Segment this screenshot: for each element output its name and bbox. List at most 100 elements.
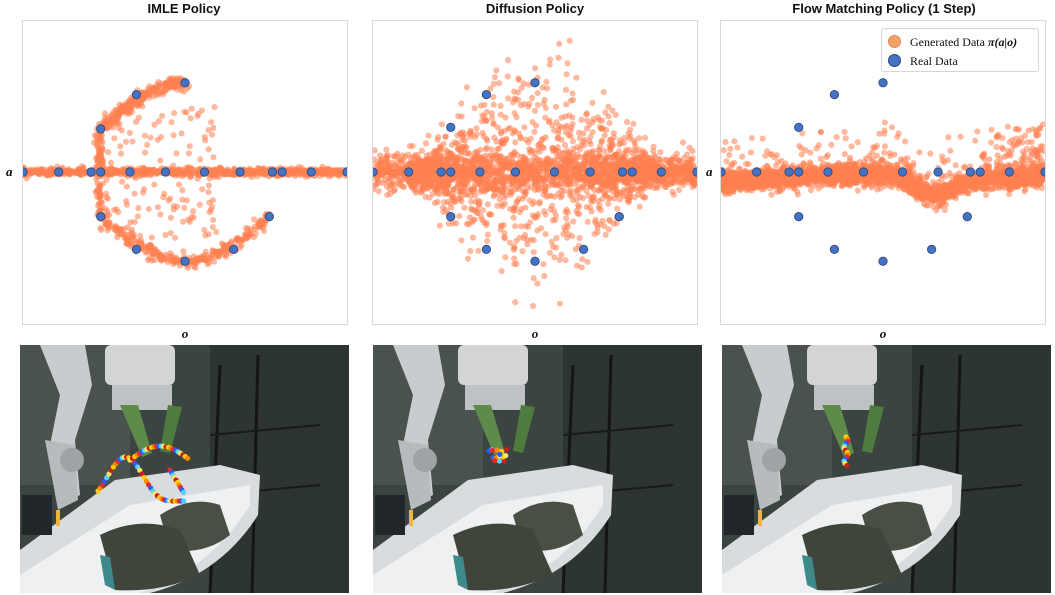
- generated-point: [639, 147, 647, 155]
- generated-point: [435, 133, 442, 141]
- generated-point: [336, 167, 344, 174]
- real-data-point: [131, 244, 142, 255]
- generated-point: [514, 89, 522, 96]
- generated-point: [445, 180, 452, 188]
- generated-point: [430, 149, 437, 156]
- generated-point: [205, 127, 212, 134]
- generated-point: [117, 150, 125, 157]
- generated-point: [211, 104, 218, 111]
- generated-point: [215, 253, 222, 260]
- generated-point: [541, 160, 548, 167]
- generated-point: [566, 189, 573, 196]
- generated-point: [139, 189, 147, 196]
- real-data-point: [614, 211, 624, 222]
- generated-point: [601, 132, 608, 139]
- generated-point: [484, 231, 491, 238]
- generated-point: [589, 129, 596, 136]
- generated-point: [512, 299, 519, 306]
- panel-title-flow: Flow Matching Policy (1 Step): [792, 1, 976, 16]
- generated-point: [562, 227, 569, 234]
- generated-point: [532, 65, 539, 72]
- generated-point: [483, 146, 490, 153]
- generated-point: [466, 214, 473, 221]
- generated-point: [498, 138, 505, 145]
- generated-point: [190, 214, 197, 221]
- generated-point: [493, 165, 501, 172]
- generated-point: [180, 248, 187, 255]
- generated-point: [504, 57, 512, 64]
- real-data-point: [692, 167, 697, 177]
- generated-point: [603, 127, 610, 134]
- generated-point: [488, 110, 495, 117]
- generated-point: [553, 244, 560, 251]
- generated-point: [208, 119, 215, 126]
- generated-point: [633, 186, 640, 194]
- generated-point: [625, 199, 632, 206]
- generated-point: [534, 280, 541, 287]
- generated-point: [567, 133, 574, 140]
- generated-point: [184, 264, 191, 272]
- generated-point: [576, 154, 583, 161]
- generated-point: [99, 145, 106, 152]
- generated-point: [550, 127, 558, 134]
- generated-point: [561, 177, 569, 185]
- generated-point: [600, 89, 607, 96]
- generated-point: [469, 234, 477, 241]
- generated-point: [104, 115, 111, 122]
- generated-point: [373, 156, 378, 163]
- generated-point: [546, 249, 553, 256]
- generated-point: [569, 233, 576, 240]
- generated-point: [491, 74, 498, 81]
- real-data-point: [277, 167, 287, 177]
- generated-point: [495, 145, 503, 152]
- generated-point: [504, 95, 512, 102]
- generated-point: [671, 163, 679, 170]
- generated-point: [91, 132, 98, 139]
- generated-point: [442, 133, 449, 140]
- generated-point: [584, 258, 591, 265]
- generated-point: [540, 261, 547, 268]
- generated-point: [479, 112, 486, 119]
- generated-point: [101, 110, 109, 117]
- generated-point: [247, 230, 254, 237]
- generated-point: [570, 145, 577, 152]
- generated-point: [649, 175, 657, 182]
- generated-point: [482, 160, 489, 167]
- generated-point: [429, 190, 436, 198]
- generated-point: [519, 248, 526, 255]
- generated-point: [620, 187, 627, 194]
- generated-point: [494, 202, 501, 209]
- generated-point: [547, 56, 554, 63]
- generated-point: [542, 231, 549, 238]
- generated-point: [104, 195, 111, 202]
- generated-point: [613, 189, 620, 196]
- generated-point: [637, 164, 644, 171]
- generated-point: [170, 162, 177, 169]
- real-data-point: [23, 167, 28, 177]
- generated-point: [606, 217, 613, 224]
- generated-point: [425, 132, 432, 139]
- generated-point: [200, 252, 207, 259]
- generated-point: [159, 112, 166, 120]
- generated-point: [544, 183, 551, 190]
- real-data-point: [235, 167, 245, 177]
- generated-point: [516, 234, 523, 241]
- generated-point: [530, 275, 537, 282]
- generated-point: [74, 169, 81, 176]
- generated-point: [566, 177, 573, 185]
- generated-point: [517, 135, 524, 142]
- generated-point: [683, 151, 691, 158]
- generated-point: [476, 153, 483, 160]
- generated-point: [536, 200, 543, 207]
- generated-point: [512, 139, 519, 146]
- generated-point: [541, 272, 548, 280]
- generated-point: [122, 138, 130, 145]
- real-data-point: [96, 124, 106, 134]
- generated-point: [167, 230, 174, 237]
- generated-point: [123, 110, 130, 117]
- generated-point: [119, 178, 126, 185]
- generated-point: [98, 226, 105, 234]
- generated-point: [524, 241, 531, 248]
- generated-point: [406, 142, 414, 150]
- generated-point: [563, 71, 570, 78]
